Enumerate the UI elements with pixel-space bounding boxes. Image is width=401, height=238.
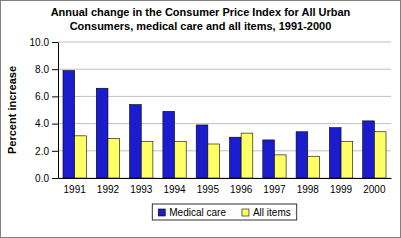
title-line: Consumers, medical care and all items, 1… bbox=[70, 20, 332, 32]
axis-line bbox=[59, 178, 392, 179]
legend-item: Medical care bbox=[158, 207, 226, 218]
tick: 1997 bbox=[263, 178, 286, 195]
series bbox=[63, 71, 374, 178]
bar bbox=[329, 128, 341, 178]
tick-label: 1999 bbox=[330, 184, 353, 195]
tick-label: 1997 bbox=[263, 184, 286, 195]
bar bbox=[196, 125, 208, 178]
tick-mark bbox=[52, 151, 58, 152]
grid-line bbox=[58, 42, 391, 43]
tick-label: 10.0 bbox=[30, 37, 50, 48]
tick: 1999 bbox=[330, 178, 353, 195]
tick-label: 1994 bbox=[163, 184, 186, 195]
tick: 1991 bbox=[64, 178, 87, 195]
tick: 10.0 bbox=[30, 37, 58, 48]
bar bbox=[175, 141, 187, 178]
tick: 6.0 bbox=[35, 91, 58, 102]
bar bbox=[229, 137, 241, 178]
bar bbox=[163, 111, 175, 178]
tick-label: 2000 bbox=[363, 184, 386, 195]
bar bbox=[141, 141, 153, 178]
tick-label: 8.0 bbox=[35, 64, 49, 75]
bar bbox=[241, 133, 253, 178]
bar bbox=[274, 155, 286, 178]
bar bbox=[75, 136, 87, 178]
tick-label: 1996 bbox=[230, 184, 253, 195]
x-axis: 1991 1992 1993 1994 1995 1996 1997 1998 1999 2000 bbox=[59, 178, 392, 195]
tick-mark bbox=[52, 178, 58, 179]
tick-label: 1992 bbox=[97, 184, 120, 195]
legend-swatch bbox=[242, 209, 249, 216]
bar bbox=[96, 88, 108, 178]
y-axis-title: Percent increase bbox=[6, 66, 18, 154]
bar bbox=[208, 144, 220, 178]
tick-label: 1995 bbox=[197, 184, 220, 195]
bar bbox=[130, 105, 142, 178]
bar bbox=[108, 139, 120, 178]
plot: 0.02.04.06.08.010.0199119921993199419951… bbox=[30, 37, 392, 195]
legend-label: Medical care bbox=[169, 207, 226, 218]
bar bbox=[263, 140, 275, 178]
bar bbox=[341, 141, 353, 178]
tick-mark bbox=[52, 69, 58, 70]
tick: 1998 bbox=[297, 178, 320, 195]
tick: 4.0 bbox=[35, 118, 58, 129]
grid-line bbox=[58, 69, 391, 70]
tick: 1994 bbox=[163, 178, 186, 195]
legend-label: All items bbox=[253, 207, 291, 218]
tick: 0.0 bbox=[35, 173, 58, 184]
bar bbox=[296, 132, 308, 178]
tick: 2.0 bbox=[35, 146, 58, 157]
bars bbox=[63, 71, 386, 178]
bar bbox=[363, 121, 375, 178]
axis-line bbox=[58, 43, 59, 179]
legend-box bbox=[152, 204, 297, 220]
tick: 1993 bbox=[130, 178, 153, 195]
tick: 1992 bbox=[97, 178, 120, 195]
tick: 1996 bbox=[230, 178, 253, 195]
title: Annual change in the Consumer Price Inde… bbox=[51, 6, 351, 32]
tick-mark bbox=[52, 124, 58, 125]
chart: Annual change in the Consumer Price Inde… bbox=[0, 0, 401, 238]
tick: 2000 bbox=[363, 178, 386, 195]
y-axis: 0.0 2.0 4.0 6.0 8.0 10.0 bbox=[30, 37, 59, 184]
tick-label: 4.0 bbox=[35, 118, 49, 129]
bar bbox=[63, 71, 75, 178]
tick-label: 1993 bbox=[130, 184, 153, 195]
tick-label: 2.0 bbox=[35, 146, 49, 157]
background bbox=[1, 1, 401, 238]
legend-item: All items bbox=[242, 207, 291, 218]
tick-mark bbox=[52, 96, 58, 97]
tick: 1995 bbox=[197, 178, 220, 195]
tick-label: 1998 bbox=[297, 184, 320, 195]
title-line: Annual change in the Consumer Price Inde… bbox=[51, 6, 351, 18]
legend: Medical care All items bbox=[152, 204, 297, 220]
series bbox=[75, 132, 386, 178]
tick-label: 0.0 bbox=[35, 173, 49, 184]
grid bbox=[58, 42, 391, 178]
tick-label: 1991 bbox=[64, 184, 87, 195]
legend-swatch bbox=[158, 209, 165, 216]
bar bbox=[308, 156, 320, 178]
tick-label: 6.0 bbox=[35, 91, 49, 102]
bar bbox=[374, 132, 386, 178]
tick: 8.0 bbox=[35, 64, 58, 75]
tick-mark bbox=[52, 42, 58, 43]
